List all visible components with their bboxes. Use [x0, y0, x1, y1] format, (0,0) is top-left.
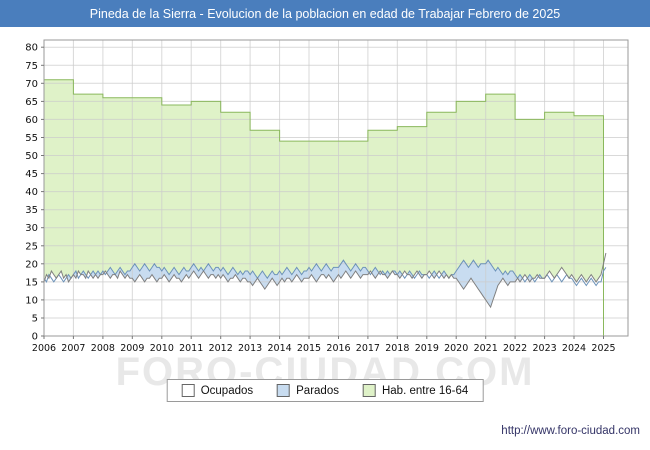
- legend-swatch-hab-16-64-icon: [362, 384, 376, 397]
- svg-text:10: 10: [25, 295, 38, 306]
- svg-text:2011: 2011: [179, 343, 203, 354]
- svg-text:2023: 2023: [533, 343, 557, 354]
- svg-text:0: 0: [32, 332, 38, 343]
- legend-label-hab-16-64: Hab. entre 16-64: [381, 384, 469, 397]
- legend-item-hab-16-64: Hab. entre 16-64: [362, 384, 469, 397]
- chart-legend: Ocupados Parados Hab. entre 16-64: [166, 379, 484, 402]
- svg-text:15: 15: [25, 277, 38, 288]
- svg-text:25: 25: [25, 241, 38, 252]
- legend-label-ocupados: Ocupados: [200, 384, 254, 397]
- svg-text:2022: 2022: [503, 343, 527, 354]
- svg-text:2021: 2021: [474, 343, 498, 354]
- svg-text:2014: 2014: [268, 343, 292, 354]
- footer-url[interactable]: http://www.foro-ciudad.com: [501, 425, 640, 437]
- svg-text:35: 35: [25, 205, 38, 216]
- svg-text:2006: 2006: [32, 343, 56, 354]
- svg-text:30: 30: [25, 223, 38, 234]
- svg-text:2020: 2020: [444, 343, 468, 354]
- svg-text:2024: 2024: [562, 343, 586, 354]
- svg-text:65: 65: [25, 97, 38, 108]
- svg-text:2009: 2009: [120, 343, 144, 354]
- svg-text:2017: 2017: [356, 343, 380, 354]
- svg-text:2007: 2007: [61, 343, 85, 354]
- svg-text:2015: 2015: [297, 343, 321, 354]
- svg-text:2010: 2010: [150, 343, 174, 354]
- svg-text:50: 50: [25, 151, 38, 162]
- svg-text:2016: 2016: [326, 343, 350, 354]
- svg-text:2008: 2008: [91, 343, 115, 354]
- svg-text:5: 5: [32, 314, 38, 325]
- svg-text:80: 80: [25, 43, 38, 54]
- svg-text:60: 60: [25, 115, 38, 126]
- svg-text:2012: 2012: [209, 343, 233, 354]
- title-bar: Pineda de la Sierra - Evolucion de la po…: [0, 0, 650, 27]
- legend-item-ocupados: Ocupados: [181, 384, 254, 397]
- svg-text:45: 45: [25, 169, 38, 180]
- svg-text:2013: 2013: [238, 343, 262, 354]
- svg-text:2025: 2025: [591, 343, 615, 354]
- chart-title: Pineda de la Sierra - Evolucion de la po…: [89, 6, 561, 21]
- svg-text:70: 70: [25, 79, 38, 90]
- legend-swatch-ocupados-icon: [181, 384, 195, 397]
- legend-swatch-parados-icon: [277, 384, 291, 397]
- svg-text:40: 40: [25, 187, 38, 198]
- legend-label-parados: Parados: [296, 384, 339, 397]
- svg-text:20: 20: [25, 259, 38, 270]
- svg-text:2018: 2018: [385, 343, 409, 354]
- svg-text:55: 55: [25, 133, 38, 144]
- svg-text:75: 75: [25, 61, 38, 72]
- svg-text:2019: 2019: [415, 343, 439, 354]
- legend-item-parados: Parados: [277, 384, 339, 397]
